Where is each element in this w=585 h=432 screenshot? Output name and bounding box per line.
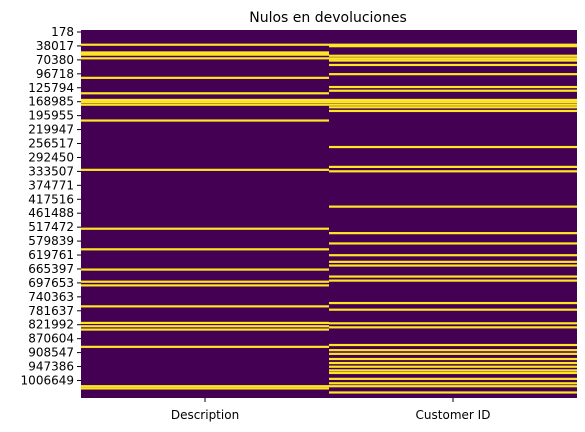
chart-title: Nulos en devoluciones [249,10,407,26]
y-tick-label: 38017 [36,39,74,53]
y-tick-label: 195955 [28,109,74,123]
y-axis: 1783801770380967181257941689851959552199… [21,25,81,387]
y-tick-label: 697653 [28,276,74,290]
heatmap-column-description [81,30,329,398]
null-cell [81,168,329,171]
x-tick-label: Customer ID [416,408,491,422]
null-cell [329,301,577,305]
y-tick-label: 1006649 [21,373,74,387]
null-cell [329,59,577,62]
null-cell [329,73,577,76]
y-tick-label: 781637 [28,304,74,318]
y-tick-label: 821992 [28,318,74,332]
y-tick-label: 333507 [28,164,74,178]
null-cell [329,63,577,67]
null-cell [329,103,577,106]
null-cell [81,43,329,46]
null-cell [329,343,577,347]
null-cell [329,43,577,46]
null-cell [329,371,577,375]
y-tick-label: 517472 [28,220,74,234]
y-tick-label: 665397 [28,262,74,276]
y-tick-label: 870604 [28,332,74,346]
null-cell [329,391,577,394]
y-tick-label: 178 [51,25,74,39]
null-cell [81,248,329,251]
null-cell [329,260,577,263]
null-cell [81,227,329,230]
null-cell [81,385,329,388]
x-tick-label: Description [171,408,239,422]
null-cell [329,369,577,372]
null-cell [329,205,577,208]
null-cell [81,103,329,106]
null-cell [329,85,577,89]
y-tick-label: 947386 [28,360,74,374]
null-cell [81,53,329,56]
null-cell [81,387,329,390]
null-cell [81,328,329,331]
y-tick-label: 417516 [28,192,74,206]
null-cell [329,264,577,267]
null-cell [329,165,577,168]
null-cell [329,101,577,104]
null-cell [329,54,577,57]
null-cell [329,308,577,311]
y-tick-label: 619761 [28,248,74,262]
null-cell [329,279,577,282]
null-cell [329,382,577,385]
heatmap-column-customer-id [329,30,577,398]
y-tick-label: 96718 [36,67,74,81]
null-cell [81,76,329,79]
null-cell [81,305,329,308]
null-cell [81,52,329,55]
null-cell [329,89,577,92]
null-cell [329,254,577,257]
y-tick-label: 70380 [36,53,74,67]
y-tick-label: 740363 [28,290,74,304]
y-tick-label: 256517 [28,137,74,151]
y-tick-label: 374771 [28,178,74,192]
null-cell [329,98,577,102]
y-tick-label: 579839 [28,234,74,248]
y-tick-label: 292450 [28,150,74,164]
y-tick-label: 219947 [28,123,74,137]
null-cell [329,145,577,149]
null-cell [329,275,577,278]
null-cell [329,109,577,113]
y-tick-label: 908547 [28,346,74,360]
null-cell [329,326,577,329]
null-cell [81,268,329,271]
null-cell [81,101,329,104]
y-tick-label: 125794 [28,81,74,95]
null-cell [329,357,577,361]
plot-area [81,30,577,398]
null-cell [81,345,329,348]
null-cell [81,321,329,325]
null-cell [329,322,577,325]
null-cell [329,361,577,365]
null-cell [329,232,577,235]
null-cell [329,385,577,388]
null-cell [329,377,577,380]
null-cell [81,57,329,60]
x-axis: Description Customer ID [171,398,491,422]
y-tick-label: 461488 [28,206,74,220]
null-cell [81,280,329,283]
null-cell [81,325,329,328]
null-cell [329,242,577,245]
null-cell [329,352,577,355]
null-cell [329,349,577,352]
null-cell [81,119,329,122]
y-tick-label: 168985 [28,95,74,109]
null-cell [329,365,577,368]
null-cell [81,284,329,287]
null-cell [329,170,577,173]
null-cell [81,92,329,95]
null-cell [81,98,329,102]
null-cell [329,106,577,109]
null-cell [329,57,577,60]
null-cell [329,45,577,48]
